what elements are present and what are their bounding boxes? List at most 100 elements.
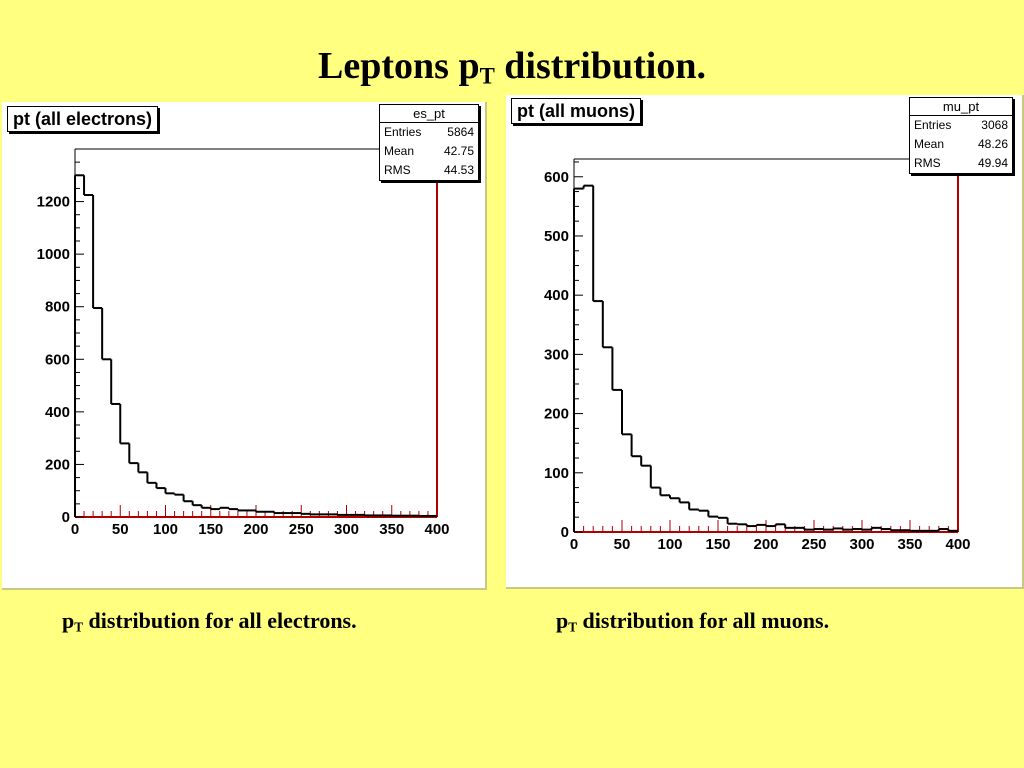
caption-main: p xyxy=(62,608,75,633)
y-tick-label: 600 xyxy=(45,351,70,368)
slide-title-rest: distribution. xyxy=(494,45,706,87)
x-tick-label: 250 xyxy=(801,536,826,553)
histogram-bin xyxy=(717,516,728,519)
histogram-bin xyxy=(937,528,949,531)
histogram-bin xyxy=(146,472,157,484)
x-tick-label: 100 xyxy=(153,521,178,538)
x-tick-label: 0 xyxy=(570,536,578,553)
slide-title-main: Leptons p xyxy=(318,45,480,87)
histogram-bin xyxy=(218,506,229,510)
caption-subscript: T xyxy=(74,619,84,635)
histogram-bin xyxy=(83,175,94,196)
caption-subscript: T xyxy=(568,619,578,635)
muon-stats-box: mu_pt Entries 3068 Mean 48.26 RMS 49.94 xyxy=(909,97,1013,174)
electron-histogram-title: pt (all electrons) xyxy=(7,106,159,132)
y-tick-label: 500 xyxy=(544,228,569,245)
y-tick-label: 1200 xyxy=(37,194,70,211)
stats-value: 3068 xyxy=(981,118,1008,132)
histogram-bin xyxy=(137,463,148,474)
histogram-bin xyxy=(659,487,670,497)
histogram-bin xyxy=(601,301,613,349)
y-tick-label: 400 xyxy=(544,287,569,304)
histogram-bin xyxy=(688,502,699,511)
histogram-bin xyxy=(630,434,642,458)
histogram-bin xyxy=(236,509,247,512)
histogram-bin xyxy=(227,507,238,511)
electron-histogram-plot: 0 200 400 600 800 1000 1200 0 50 100 150 200 250 300 3… xyxy=(37,148,450,538)
muon-stats-name: mu_pt xyxy=(910,98,1012,116)
y-tick-label: 100 xyxy=(544,465,569,482)
histogram-bin xyxy=(582,184,594,189)
histogram-bin xyxy=(669,495,680,500)
x-tick-label: 350 xyxy=(897,536,922,553)
histogram-bin xyxy=(164,488,175,495)
stats-value: 48.26 xyxy=(977,137,1008,151)
histogram-bin xyxy=(774,523,786,527)
slide-title-subscript: T xyxy=(479,63,495,89)
histogram-bin xyxy=(784,524,795,529)
electron-stats-rms: RMS 44.53 xyxy=(380,161,478,180)
histogram-bin xyxy=(155,482,166,490)
stats-label: RMS xyxy=(384,163,411,177)
electron-stats-mean: Mean 42.75 xyxy=(380,142,478,161)
muon-stats-mean: Mean 48.26 xyxy=(910,135,1012,154)
x-tick-label: 150 xyxy=(705,536,730,553)
stats-label: Mean xyxy=(384,144,415,158)
electron-stats-entries: Entries 5864 xyxy=(380,123,478,142)
y-tick-label: 800 xyxy=(45,299,70,316)
histogram-bin xyxy=(336,513,347,516)
stats-label: RMS xyxy=(914,156,941,170)
histogram-bin xyxy=(128,443,139,465)
x-tick-label: 150 xyxy=(198,521,223,538)
histogram-bin xyxy=(947,529,958,532)
x-tick-label: 50 xyxy=(614,536,631,553)
histogram-bin xyxy=(832,527,843,530)
electron-histogram-panel: 0 200 400 600 800 1000 1200 0 50 100 150 200 250 300 3… xyxy=(2,102,487,590)
histogram-bin xyxy=(755,523,766,527)
electron-caption: pT distribution for all electrons. xyxy=(62,608,357,635)
histogram-bin xyxy=(640,456,651,467)
histogram-bin xyxy=(92,195,103,310)
histogram-bin xyxy=(592,185,603,303)
histogram-bin xyxy=(889,529,901,532)
histogram-bin xyxy=(765,524,776,528)
histogram-bin xyxy=(621,389,632,436)
stats-value: 49.94 xyxy=(977,156,1008,170)
histogram-bin xyxy=(273,511,284,515)
caption-rest: distribution for all muons. xyxy=(577,608,830,633)
histogram-bin xyxy=(880,527,891,531)
histogram-bin xyxy=(745,524,757,528)
stats-value: 42.75 xyxy=(443,144,474,158)
histogram-bin xyxy=(573,187,584,532)
stats-label: Entries xyxy=(914,118,952,132)
histogram-bin xyxy=(119,403,130,445)
histogram-bin xyxy=(363,514,374,517)
y-tick-label: 0 xyxy=(561,524,569,541)
y-tick-label: 400 xyxy=(45,404,70,421)
x-tick-label: 200 xyxy=(243,521,268,538)
histogram-bin xyxy=(110,359,121,405)
caption-rest: distribution for all electrons. xyxy=(83,608,357,633)
histogram-bin xyxy=(182,494,193,503)
caption-main: p xyxy=(556,608,569,633)
y-tick-label: 0 xyxy=(62,509,70,526)
x-tick-label: 200 xyxy=(753,536,778,553)
histogram-bin xyxy=(209,507,220,511)
y-tick-label: 300 xyxy=(544,346,569,363)
histogram-bin xyxy=(813,528,824,531)
histogram-bin xyxy=(707,510,718,518)
y-tick-label: 200 xyxy=(45,456,70,473)
x-tick-label: 350 xyxy=(379,521,404,538)
histogram-bin xyxy=(861,528,872,531)
y-tick-label: 1000 xyxy=(37,246,70,263)
muon-caption: pT distribution for all muons. xyxy=(556,608,829,635)
x-tick-label: 0 xyxy=(71,521,79,538)
x-tick-label: 400 xyxy=(945,536,970,553)
histogram-bin xyxy=(909,529,920,532)
histogram-bin xyxy=(726,517,738,525)
muon-stats-rms: RMS 49.94 xyxy=(910,154,1012,173)
stats-label: Mean xyxy=(914,137,945,151)
x-tick-label: 300 xyxy=(334,521,359,538)
histogram-bin xyxy=(300,512,311,515)
histogram-bin xyxy=(736,523,747,526)
